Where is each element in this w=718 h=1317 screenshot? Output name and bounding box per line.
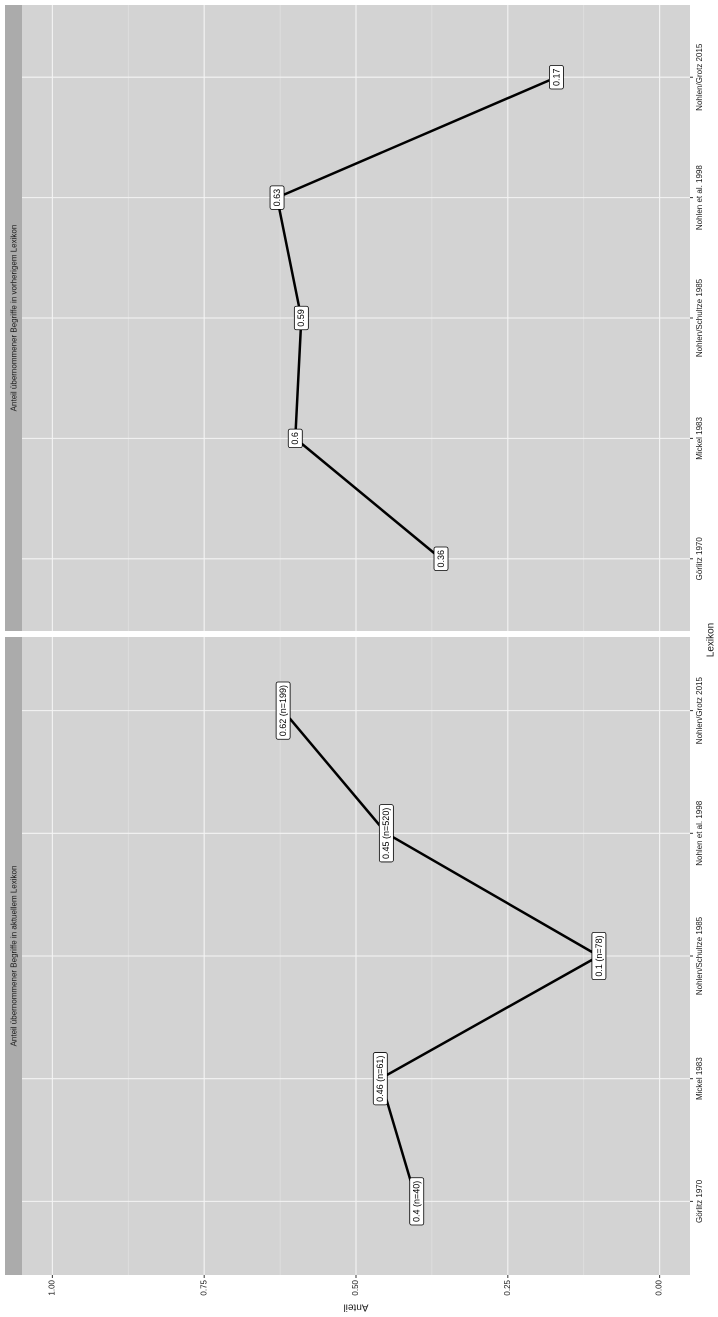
y-tick-label: 0.50 (351, 1279, 360, 1295)
data-label: 0.17 (549, 65, 564, 90)
data-label-box (287, 428, 303, 449)
strip-background (5, 5, 22, 631)
data-label-box (433, 546, 449, 571)
data-label-box (293, 305, 309, 331)
data-label-text: 0.62 (n=199) (278, 685, 288, 736)
data-label-text: 0.4 (n=40) (412, 1181, 422, 1222)
x-tick-label: Mickel 1983 (695, 1057, 704, 1100)
data-label-text: 0.46 (n=61) (375, 1056, 385, 1102)
data-label-box (372, 1052, 388, 1106)
y-tick-label: 1.00 (47, 1279, 56, 1295)
y-tick-label: 0.25 (503, 1279, 512, 1295)
x-tick-label: Görlitz 1970 (695, 1179, 704, 1223)
data-label-text: 0.1 (n=78) (594, 935, 604, 976)
data-label-box (591, 931, 607, 981)
data-label-text: 0.36 (436, 550, 446, 568)
data-label: 0.36 (433, 546, 449, 571)
data-label-text: 0.63 (272, 189, 282, 207)
data-label-text: 0.17 (551, 68, 561, 86)
data-label: 0.6 (287, 428, 303, 449)
data-label: 0.4 (n=40) (409, 1177, 425, 1226)
data-label-text: 0.45 (n=520) (381, 808, 391, 859)
x-tick-label: Görlitz 1970 (695, 537, 704, 581)
x-tick-label: Nohlen/Schultze 1985 (695, 278, 704, 357)
x-tick-label: Nohlen/Schultze 1985 (695, 916, 704, 995)
x-axis-title: Lexikon (706, 623, 717, 657)
x-tick-label: Nohlen et al. 1998 (695, 800, 704, 865)
data-label: 0.62 (n=199) (275, 681, 291, 740)
data-label: 0.63 (269, 185, 285, 210)
x-tick-label: Nohlen et al. 1998 (695, 165, 704, 230)
data-label: 0.45 (n=520) (378, 804, 394, 863)
y-axis-title: Anteil (343, 1301, 368, 1312)
y-tick-label: 0.75 (199, 1279, 208, 1295)
panel-title: Anteil übernommener Begriffe in vorherig… (10, 225, 19, 412)
data-label-box (549, 65, 564, 90)
data-label: 0.59 (293, 305, 309, 331)
data-label-box (275, 681, 291, 740)
y-tick-label: 0.00 (655, 1279, 664, 1295)
data-label: 0.1 (n=78) (591, 931, 607, 981)
x-tick-label: Nohlen/Grotz 2015 (695, 43, 704, 111)
data-label: 0.46 (n=61) (372, 1052, 388, 1106)
x-tick-label: Mickel 1983 (695, 416, 704, 459)
x-tick-label: Nohlen/Grotz 2015 (695, 676, 704, 744)
data-label-text: 0.6 (290, 432, 300, 445)
rotated-plot: Anteil übernommener Begriffe in aktuelle… (5, 5, 717, 1312)
data-label-box (269, 185, 285, 210)
panel-title: Anteil übernommener Begriffe in aktuelle… (10, 866, 19, 1047)
data-label-box (409, 1177, 425, 1226)
strip-background (5, 637, 22, 1275)
data-label-text: 0.59 (296, 309, 306, 327)
data-label-box (378, 804, 394, 863)
